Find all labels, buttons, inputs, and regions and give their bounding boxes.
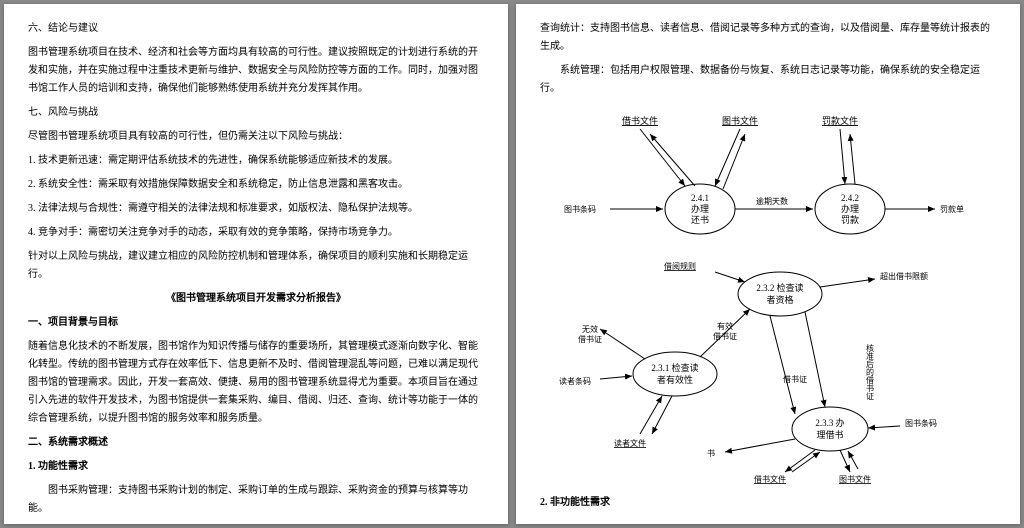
svg-text:罚款单: 罚款单 [940,204,964,214]
diagram-borrow-book: 2.3.2 检查读 者资格 2.3.1 检查读 者有效性 2.3.3 办 理借书 [540,254,996,494]
svg-text:2.4.1: 2.4.1 [691,193,709,203]
section-1-title: 一、项目背景与目标 [28,314,484,332]
section-7-item1: 1. 技术更新迅速：需定期评估系统技术的先进性，确保系统能够适应新技术的发展。 [28,152,484,170]
svg-text:2.4.2: 2.4.2 [841,193,859,203]
svg-text:2.3.1 检查读: 2.3.1 检查读 [651,362,698,373]
report-title: 《图书管理系统项目开发需求分析报告》 [28,290,484,308]
svg-text:图书条码: 图书条码 [905,418,937,428]
section-7-item2: 2. 系统安全性：需采取有效措施保障数据安全和系统稳定，防止信息泄露和黑客攻击。 [28,176,484,194]
document-page-left: 六、结论与建议 图书管理系统项目在技术、经济和社会等方面均具有较高的可行性。建议… [4,4,508,524]
svg-text:2.3.3 办: 2.3.3 办 [815,417,844,428]
svg-text:借书证: 借书证 [783,374,807,384]
svg-text:图书文件: 图书文件 [839,474,871,484]
svg-text:读者条码: 读者条码 [559,376,591,386]
svg-text:逾期天数: 逾期天数 [756,196,788,206]
svg-text:借书文件: 借书文件 [754,474,786,484]
section-2-1-p1: 图书采购管理：支持图书采购计划的制定、采购订单的生成与跟踪、采购资金的预算与核算… [28,482,484,518]
d1-box-book-file: 图书文件 [722,115,758,126]
svg-text:办理: 办理 [841,203,859,214]
document-page-right: 查询统计：支持图书信息、读者信息、借阅记录等多种方式的查询，以及借阅量、库存量等… [516,4,1020,524]
svg-text:罚款: 罚款 [841,214,859,225]
svg-text:还书: 还书 [691,214,709,225]
section-2-2-title: 2. 非功能性需求 [540,494,996,512]
d1-box-borrow-file: 借书文件 [622,115,658,126]
svg-text:读者文件: 读者文件 [614,438,646,448]
section-6-title: 六、结论与建议 [28,20,484,38]
section-7-item3: 3. 法律法规与合规性：需遵守相关的法律法规和标准要求，如版权法、隐私保护法规等… [28,200,484,218]
svg-text:办理: 办理 [691,203,709,214]
svg-text:理借书: 理借书 [816,429,843,440]
d1-box-fine-file: 罚款文件 [822,115,858,126]
top-p1: 查询统计：支持图书信息、读者信息、借阅记录等多种方式的查询，以及借阅量、库存量等… [540,20,996,56]
section-7-item4: 4. 竞争对手：需密切关注竞争对手的动态，采取有效的竞争策略，保持市场竞争力。 [28,224,484,242]
svg-text:者资格: 者资格 [766,294,793,305]
section-7-intro: 尽管图书管理系统项目具有较高的可行性，但仍需关注以下风险与挑战： [28,128,484,146]
svg-text:2.3.2 检查读: 2.3.2 检查读 [756,282,803,293]
svg-text:者有效性: 者有效性 [657,374,693,385]
section-6-body: 图书管理系统项目在技术、经济和社会等方面均具有较高的可行性。建议按照既定的计划进… [28,44,484,98]
svg-text:有效借书证: 有效借书证 [713,321,737,341]
svg-text:图书条码: 图书条码 [564,204,596,214]
top-p2: 系统管理：包括用户权限管理、数据备份与恢复、系统日志记录等功能，确保系统的安全稳… [540,62,996,98]
section-1-body: 随着信息化技术的不断发展，图书馆作为知识传播与储存的重要场所，其管理模式逐渐向数… [28,338,484,428]
svg-text:超出借书限额: 超出借书限额 [880,271,928,281]
svg-text:借阅规则: 借阅规则 [664,261,696,271]
section-7-conclusion: 针对以上风险与挑战，建议建立相应的风险防控机制和管理体系，确保项目的顺利实施和长… [28,248,484,284]
svg-text:核准后的借书证: 核准后的借书证 [866,343,875,400]
section-7-title: 七、风险与挑战 [28,104,484,122]
svg-text:无效借书证: 无效借书证 [578,324,602,344]
section-2-title: 二、系统需求概述 [28,434,484,452]
section-2-1-title: 1. 功能性需求 [28,458,484,476]
svg-text:书: 书 [707,448,715,458]
diagram-return-book: 借书文件 图书文件 罚款文件 2.4.1 办理 还书 2.4.2 办理 罚款 图… [540,104,996,254]
